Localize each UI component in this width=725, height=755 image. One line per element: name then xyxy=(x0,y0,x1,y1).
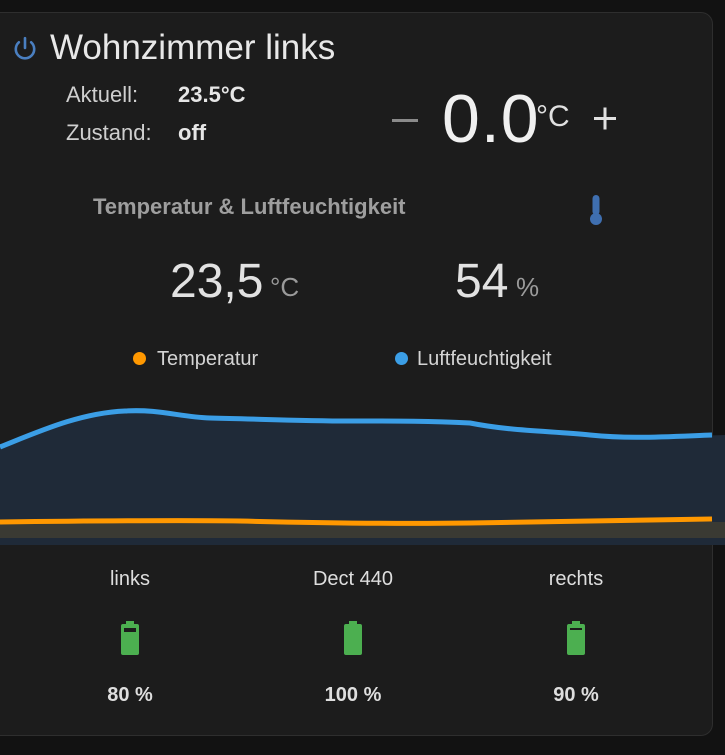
thermostat-card xyxy=(0,12,713,166)
battery-icon xyxy=(121,621,139,655)
battery-icon xyxy=(567,621,585,655)
battery-name-rechts: rechts xyxy=(548,568,604,590)
battery-name-links: links xyxy=(109,568,150,590)
state-value: off xyxy=(178,120,207,145)
humidity-line xyxy=(0,408,713,450)
temperature-line xyxy=(0,516,713,526)
battery-name-dect440: Dect 440 xyxy=(312,568,394,590)
current-temp-value: 23.5°C xyxy=(178,82,246,107)
power-icon[interactable] xyxy=(12,36,38,62)
legend-dot-humidity xyxy=(395,352,408,365)
legend-dot-temperature xyxy=(133,352,146,365)
battery-percent-dect440: 100 % xyxy=(324,684,382,706)
temperature-area xyxy=(0,522,725,538)
battery-percent-links: 80 % xyxy=(107,684,153,706)
temperature-value: 23,5 xyxy=(170,255,264,308)
humidity-value: 54 xyxy=(455,255,509,308)
setpoint-unit: °C xyxy=(536,100,570,133)
thermostat-title: Wohnzimmer links xyxy=(50,28,336,67)
humidity-unit: % xyxy=(516,272,540,302)
legend-label-temperature[interactable]: Temperatur xyxy=(157,348,259,370)
battery-icon xyxy=(344,621,362,655)
decrease-button[interactable] xyxy=(392,119,418,123)
thermometer-icon xyxy=(590,195,602,225)
sensor-title: Temperatur & Luftfeuchtigkeit xyxy=(93,194,406,219)
current-temp-label: Aktuell: xyxy=(66,82,139,107)
increase-button[interactable] xyxy=(590,104,620,134)
history-chart[interactable] xyxy=(0,395,725,545)
temperature-unit: °C xyxy=(270,272,300,302)
setpoint-value: 0.0 xyxy=(442,81,540,157)
battery-percent-rechts: 90 % xyxy=(553,684,599,706)
humidity-area xyxy=(0,410,725,545)
state-label: Zustand: xyxy=(66,120,152,145)
legend-label-humidity[interactable]: Luftfeuchtigkeit xyxy=(417,348,552,370)
